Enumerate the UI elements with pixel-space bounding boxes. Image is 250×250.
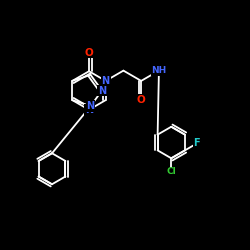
Text: F: F	[194, 138, 200, 148]
Text: N: N	[86, 101, 95, 111]
Text: Cl: Cl	[166, 168, 176, 176]
Text: O: O	[137, 94, 145, 104]
Text: N: N	[98, 86, 106, 96]
Text: O: O	[84, 48, 94, 58]
Text: N: N	[85, 105, 93, 115]
Text: N: N	[102, 76, 110, 86]
Text: NH: NH	[151, 66, 166, 75]
